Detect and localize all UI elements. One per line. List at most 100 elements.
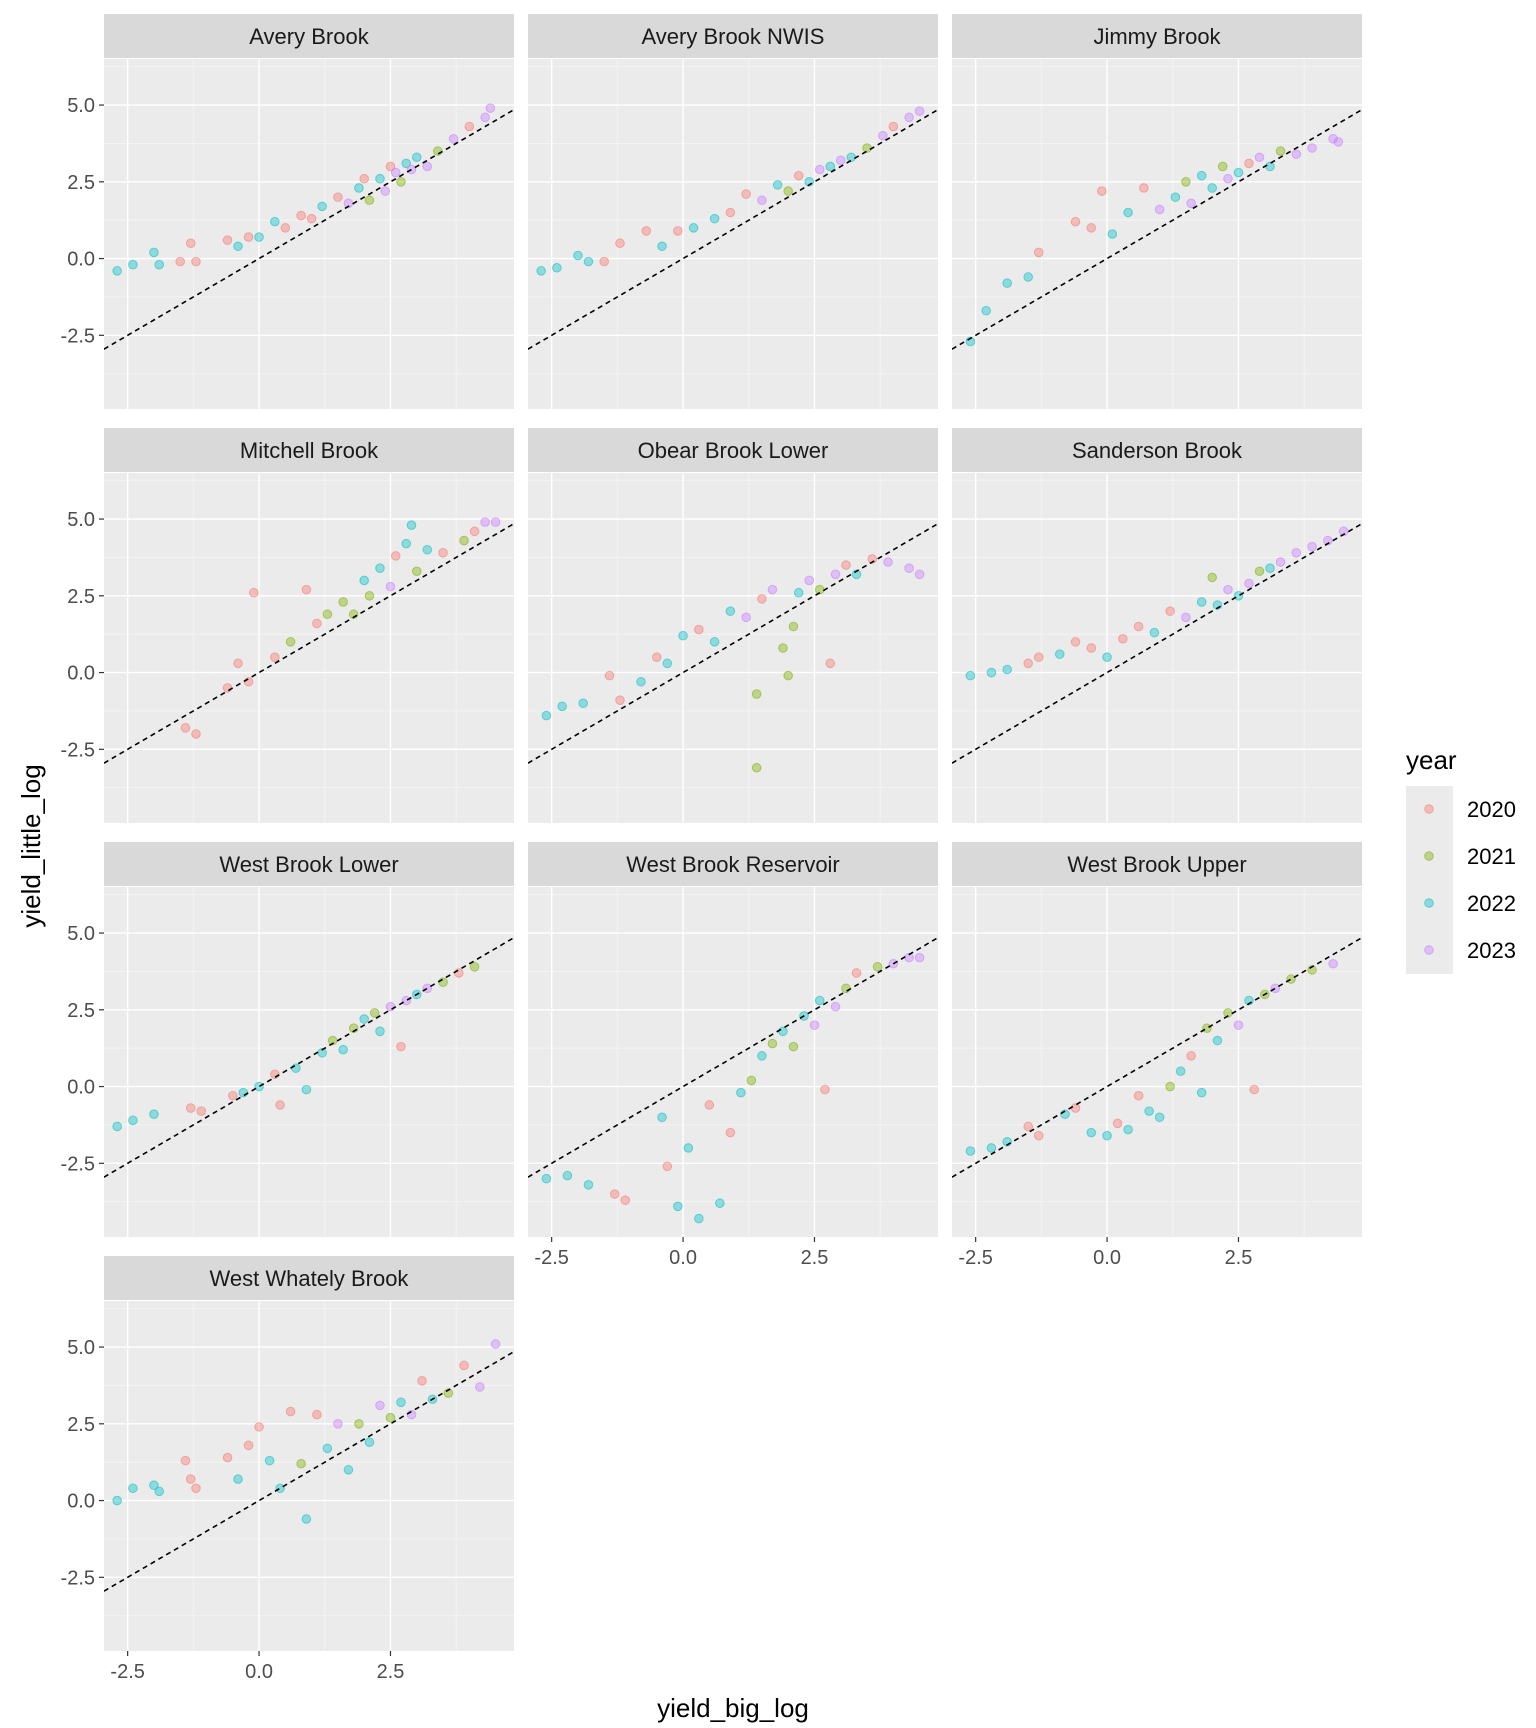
data-point-2022 <box>772 180 783 190</box>
data-point-2022 <box>814 995 825 1006</box>
data-point-2020 <box>227 1090 238 1101</box>
data-point-2022 <box>1175 1066 1186 1077</box>
data-point-2020 <box>662 1161 673 1172</box>
data-point-2022 <box>1154 1112 1165 1123</box>
data-point-2020 <box>464 121 475 132</box>
y-tick-label: 2.5 <box>67 172 95 194</box>
data-point-2020 <box>599 256 610 267</box>
data-point-2020 <box>459 1360 469 1371</box>
legend-key-2023 <box>1424 945 1434 955</box>
data-point-2023 <box>390 167 401 178</box>
data-point-2021 <box>385 1412 396 1423</box>
panel-plot-area <box>104 473 514 823</box>
data-point-2020 <box>704 1100 715 1110</box>
panel-background <box>528 887 938 1237</box>
data-point-2023 <box>814 164 825 175</box>
data-point-2022 <box>636 676 646 687</box>
data-point-2022 <box>233 1474 243 1484</box>
legend-entries: 2020 2021 2022 2023 <box>1424 797 1516 963</box>
data-point-2023 <box>878 130 888 141</box>
data-point-2022 <box>1149 627 1160 638</box>
data-point-2020 <box>725 1127 736 1138</box>
facet-strip <box>104 428 514 472</box>
data-point-2022 <box>401 158 412 169</box>
data-point-2022 <box>1144 1106 1154 1116</box>
data-point-2020 <box>191 256 201 267</box>
data-point-2022 <box>128 1115 138 1126</box>
data-point-2023 <box>1244 578 1254 589</box>
y-tick-label: 5.0 <box>67 509 95 531</box>
data-point-2020 <box>333 192 343 202</box>
data-point-2022 <box>657 241 667 252</box>
data-point-2022 <box>1196 170 1207 181</box>
data-point-2022 <box>112 1495 122 1506</box>
facet-strip-label: Mitchell Brook <box>240 438 379 463</box>
data-point-2022 <box>1196 1087 1207 1098</box>
data-point-2022 <box>154 259 164 270</box>
panel-background <box>104 473 514 823</box>
data-point-2020 <box>175 256 186 267</box>
data-point-2021 <box>411 566 422 577</box>
data-point-2023 <box>1233 1020 1244 1030</box>
data-point-2020 <box>185 1474 196 1484</box>
data-point-2022 <box>1002 664 1012 675</box>
data-point-2023 <box>375 1400 385 1411</box>
data-point-2020 <box>1086 223 1097 233</box>
data-point-2022 <box>291 1063 301 1073</box>
data-point-2020 <box>741 189 751 199</box>
data-point-2022 <box>375 173 385 184</box>
facet-strip <box>104 14 514 58</box>
data-point-2020 <box>254 1422 264 1432</box>
data-point-2022 <box>688 223 699 233</box>
data-point-2021 <box>767 1038 778 1049</box>
facet-panel: West Brook Reservoir -2.5 0.0 2.5 <box>528 842 938 1269</box>
data-point-2020 <box>180 723 191 733</box>
data-point-2023 <box>830 1001 841 1012</box>
facet-strip <box>952 428 1362 472</box>
data-point-2020 <box>757 594 767 604</box>
data-point-2022 <box>149 1480 159 1491</box>
data-point-2022 <box>1265 563 1275 573</box>
data-point-2022 <box>401 538 412 549</box>
data-point-2021 <box>1181 177 1191 187</box>
data-point-2021 <box>364 591 375 601</box>
data-point-2022 <box>406 520 417 530</box>
data-point-2022 <box>422 544 433 555</box>
legend-key-background <box>1406 786 1453 974</box>
data-point-2023 <box>333 1419 343 1429</box>
data-point-2022 <box>301 1084 312 1095</box>
x-tick-label: 0.0 <box>669 1247 697 1269</box>
y-tick-label: 0.0 <box>67 1077 95 1099</box>
data-point-2020 <box>222 1452 233 1463</box>
panel-plot-area <box>104 1301 514 1651</box>
data-point-2020 <box>641 226 652 236</box>
data-point-2022 <box>1086 1127 1097 1138</box>
data-point-2020 <box>1165 606 1175 616</box>
data-point-2023 <box>1333 137 1344 147</box>
data-point-2021 <box>469 962 480 972</box>
y-tick-label: 5.0 <box>67 1337 95 1359</box>
facet-panel: West Brook Upper -2.5 0.0 2.5 <box>952 842 1362 1269</box>
data-point-2020 <box>306 213 317 224</box>
panel-plot-area <box>528 473 938 823</box>
x-tick-label: 2.5 <box>377 1661 405 1683</box>
data-point-2022 <box>1265 161 1275 172</box>
panel-plot-area <box>104 59 514 409</box>
data-point-2022 <box>364 1437 375 1448</box>
data-point-2023 <box>1254 152 1265 163</box>
data-point-2022 <box>1123 1124 1133 1135</box>
data-point-2022 <box>986 1143 997 1153</box>
data-point-2022 <box>678 630 688 641</box>
data-point-2021 <box>751 689 762 699</box>
data-point-2020 <box>275 1100 285 1110</box>
data-point-2020 <box>417 1376 427 1386</box>
data-point-2022 <box>683 1143 694 1153</box>
data-point-2022 <box>662 658 673 669</box>
panel-background <box>528 473 938 823</box>
legend-key-2022 <box>1424 898 1434 908</box>
data-point-2021 <box>285 637 296 647</box>
data-point-2023 <box>1323 535 1333 546</box>
data-point-2022 <box>301 1514 312 1524</box>
data-point-2021 <box>1165 1081 1175 1092</box>
y-axis-title: yield_little_log <box>16 764 46 927</box>
